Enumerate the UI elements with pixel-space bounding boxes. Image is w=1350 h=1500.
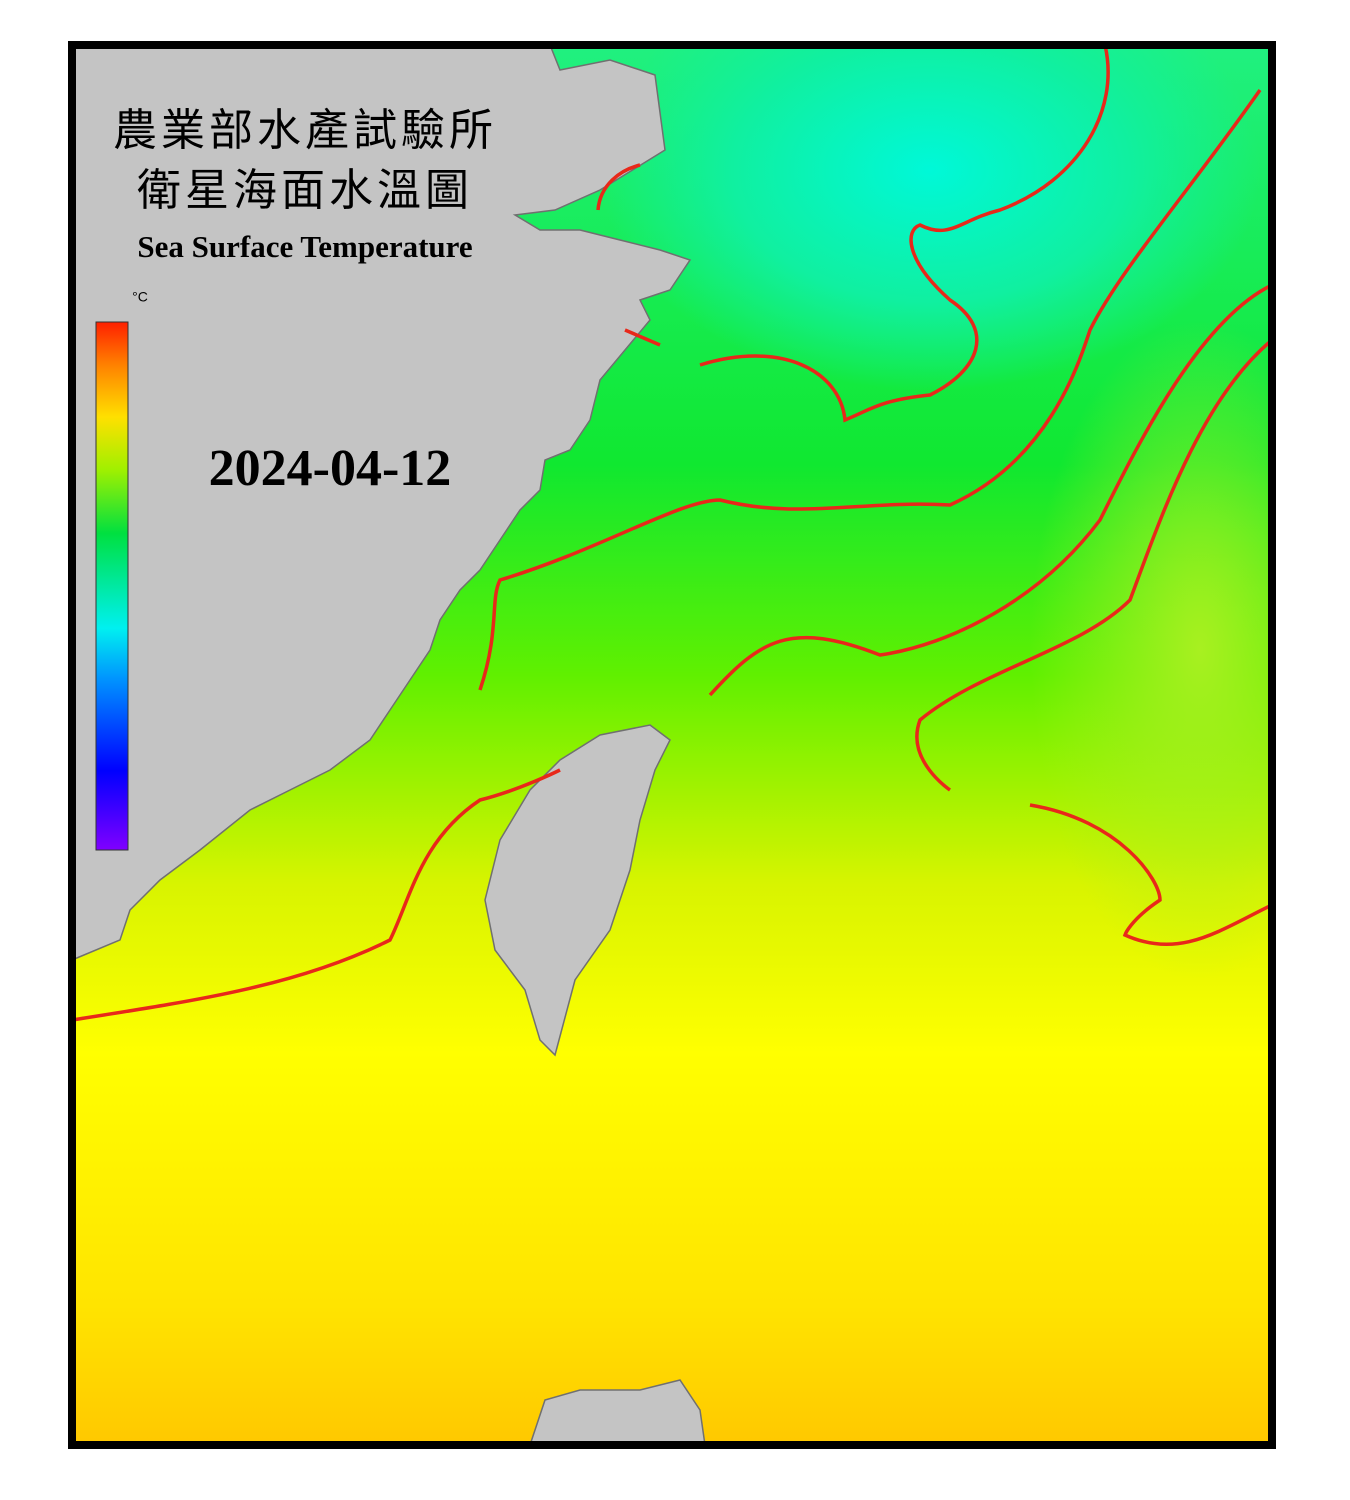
contour-15	[596, 163, 661, 347]
warm-water	[1030, 320, 1272, 980]
date: 2024-04-12	[209, 440, 452, 497]
contour-25	[708, 283, 1272, 697]
colorbar-unit: °C	[132, 289, 148, 305]
china	[72, 45, 692, 961]
contour-25	[915, 338, 1272, 947]
title-en: Sea Surface Temperature	[137, 229, 472, 264]
colorbar	[95, 321, 129, 851]
land	[72, 45, 706, 1445]
map-frame	[68, 41, 1276, 1449]
contour-20	[478, 88, 1262, 691]
luzon	[529, 1379, 706, 1445]
red-contours	[72, 45, 1272, 1022]
map-area	[72, 45, 1272, 1445]
title-zh-2: 衛星海面水溫圖	[137, 166, 473, 215]
contour-25	[72, 768, 561, 1022]
contour-15	[699, 45, 1110, 423]
title-zh-1: 農業部水產試驗所	[113, 106, 497, 155]
